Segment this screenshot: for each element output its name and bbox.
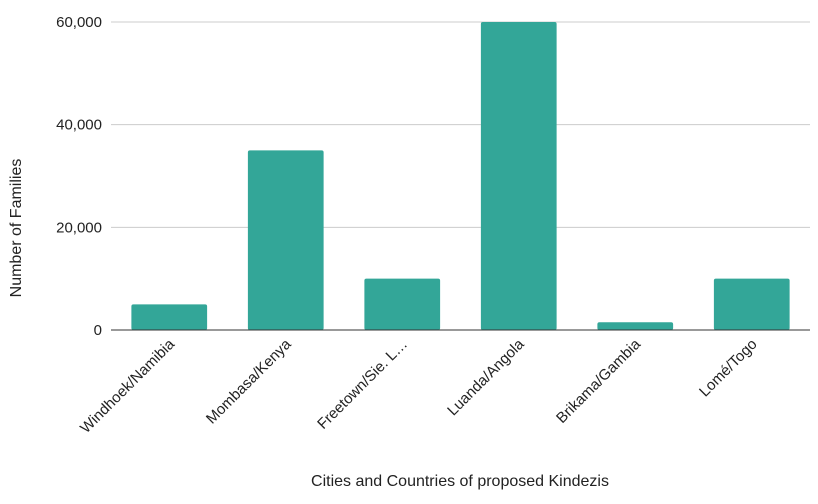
y-tick-label: 0 — [94, 322, 102, 339]
y-tick-label: 40,000 — [56, 117, 102, 134]
bar — [597, 322, 674, 330]
y-axis-title: Number of Families — [8, 159, 25, 298]
x-tick-labels: Windhoek/Namibia Mombasa/Kenya Freetown/Si… — [77, 335, 761, 437]
x-tick-label: Brikama/Gambia — [553, 335, 644, 426]
x-tick-label: Lomé/Togo — [696, 336, 761, 401]
x-tick-label: Freetown/Sie. L… — [314, 336, 411, 433]
bar — [480, 22, 557, 330]
x-axis-title: Cities and Countries of proposed Kindezi… — [311, 473, 609, 490]
x-tick-label: Windhoek/Namibia — [77, 335, 179, 437]
x-tick-label: Luanda/Angola — [444, 335, 528, 419]
gridlines — [111, 21, 810, 228]
bars — [131, 22, 790, 330]
bar — [131, 304, 208, 330]
x-tick-label: Mombasa/Kenya — [203, 335, 295, 427]
bar — [364, 278, 441, 330]
y-tick-labels: 0 20,000 40,000 60,000 — [56, 14, 102, 339]
bar — [713, 278, 790, 330]
y-tick-label: 60,000 — [56, 14, 102, 31]
bar — [247, 150, 324, 330]
y-tick-label: 20,000 — [56, 219, 102, 236]
